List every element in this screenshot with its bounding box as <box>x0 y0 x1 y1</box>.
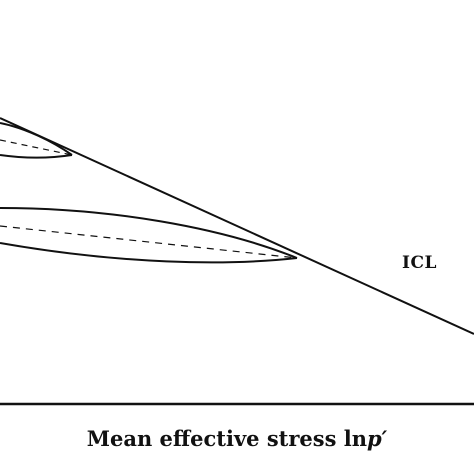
icl-label: ICL <box>402 253 437 273</box>
lower-loop-unloading-curve <box>0 207 298 259</box>
x-axis-label-symbol: p′ <box>367 426 388 451</box>
x-axis-label-text: Mean effective stress ln <box>86 426 367 451</box>
upper-loop-reloading-curve <box>0 154 73 159</box>
lower-loop-reloading-curve <box>0 242 298 264</box>
upper-loop-dashed-line <box>0 139 73 156</box>
upper-loop-unloading-curve <box>0 122 73 156</box>
icl-line <box>0 117 474 335</box>
lower-loop-dashed-line <box>0 225 298 259</box>
x-axis-label: Mean effective stress lnp′ <box>0 426 474 451</box>
